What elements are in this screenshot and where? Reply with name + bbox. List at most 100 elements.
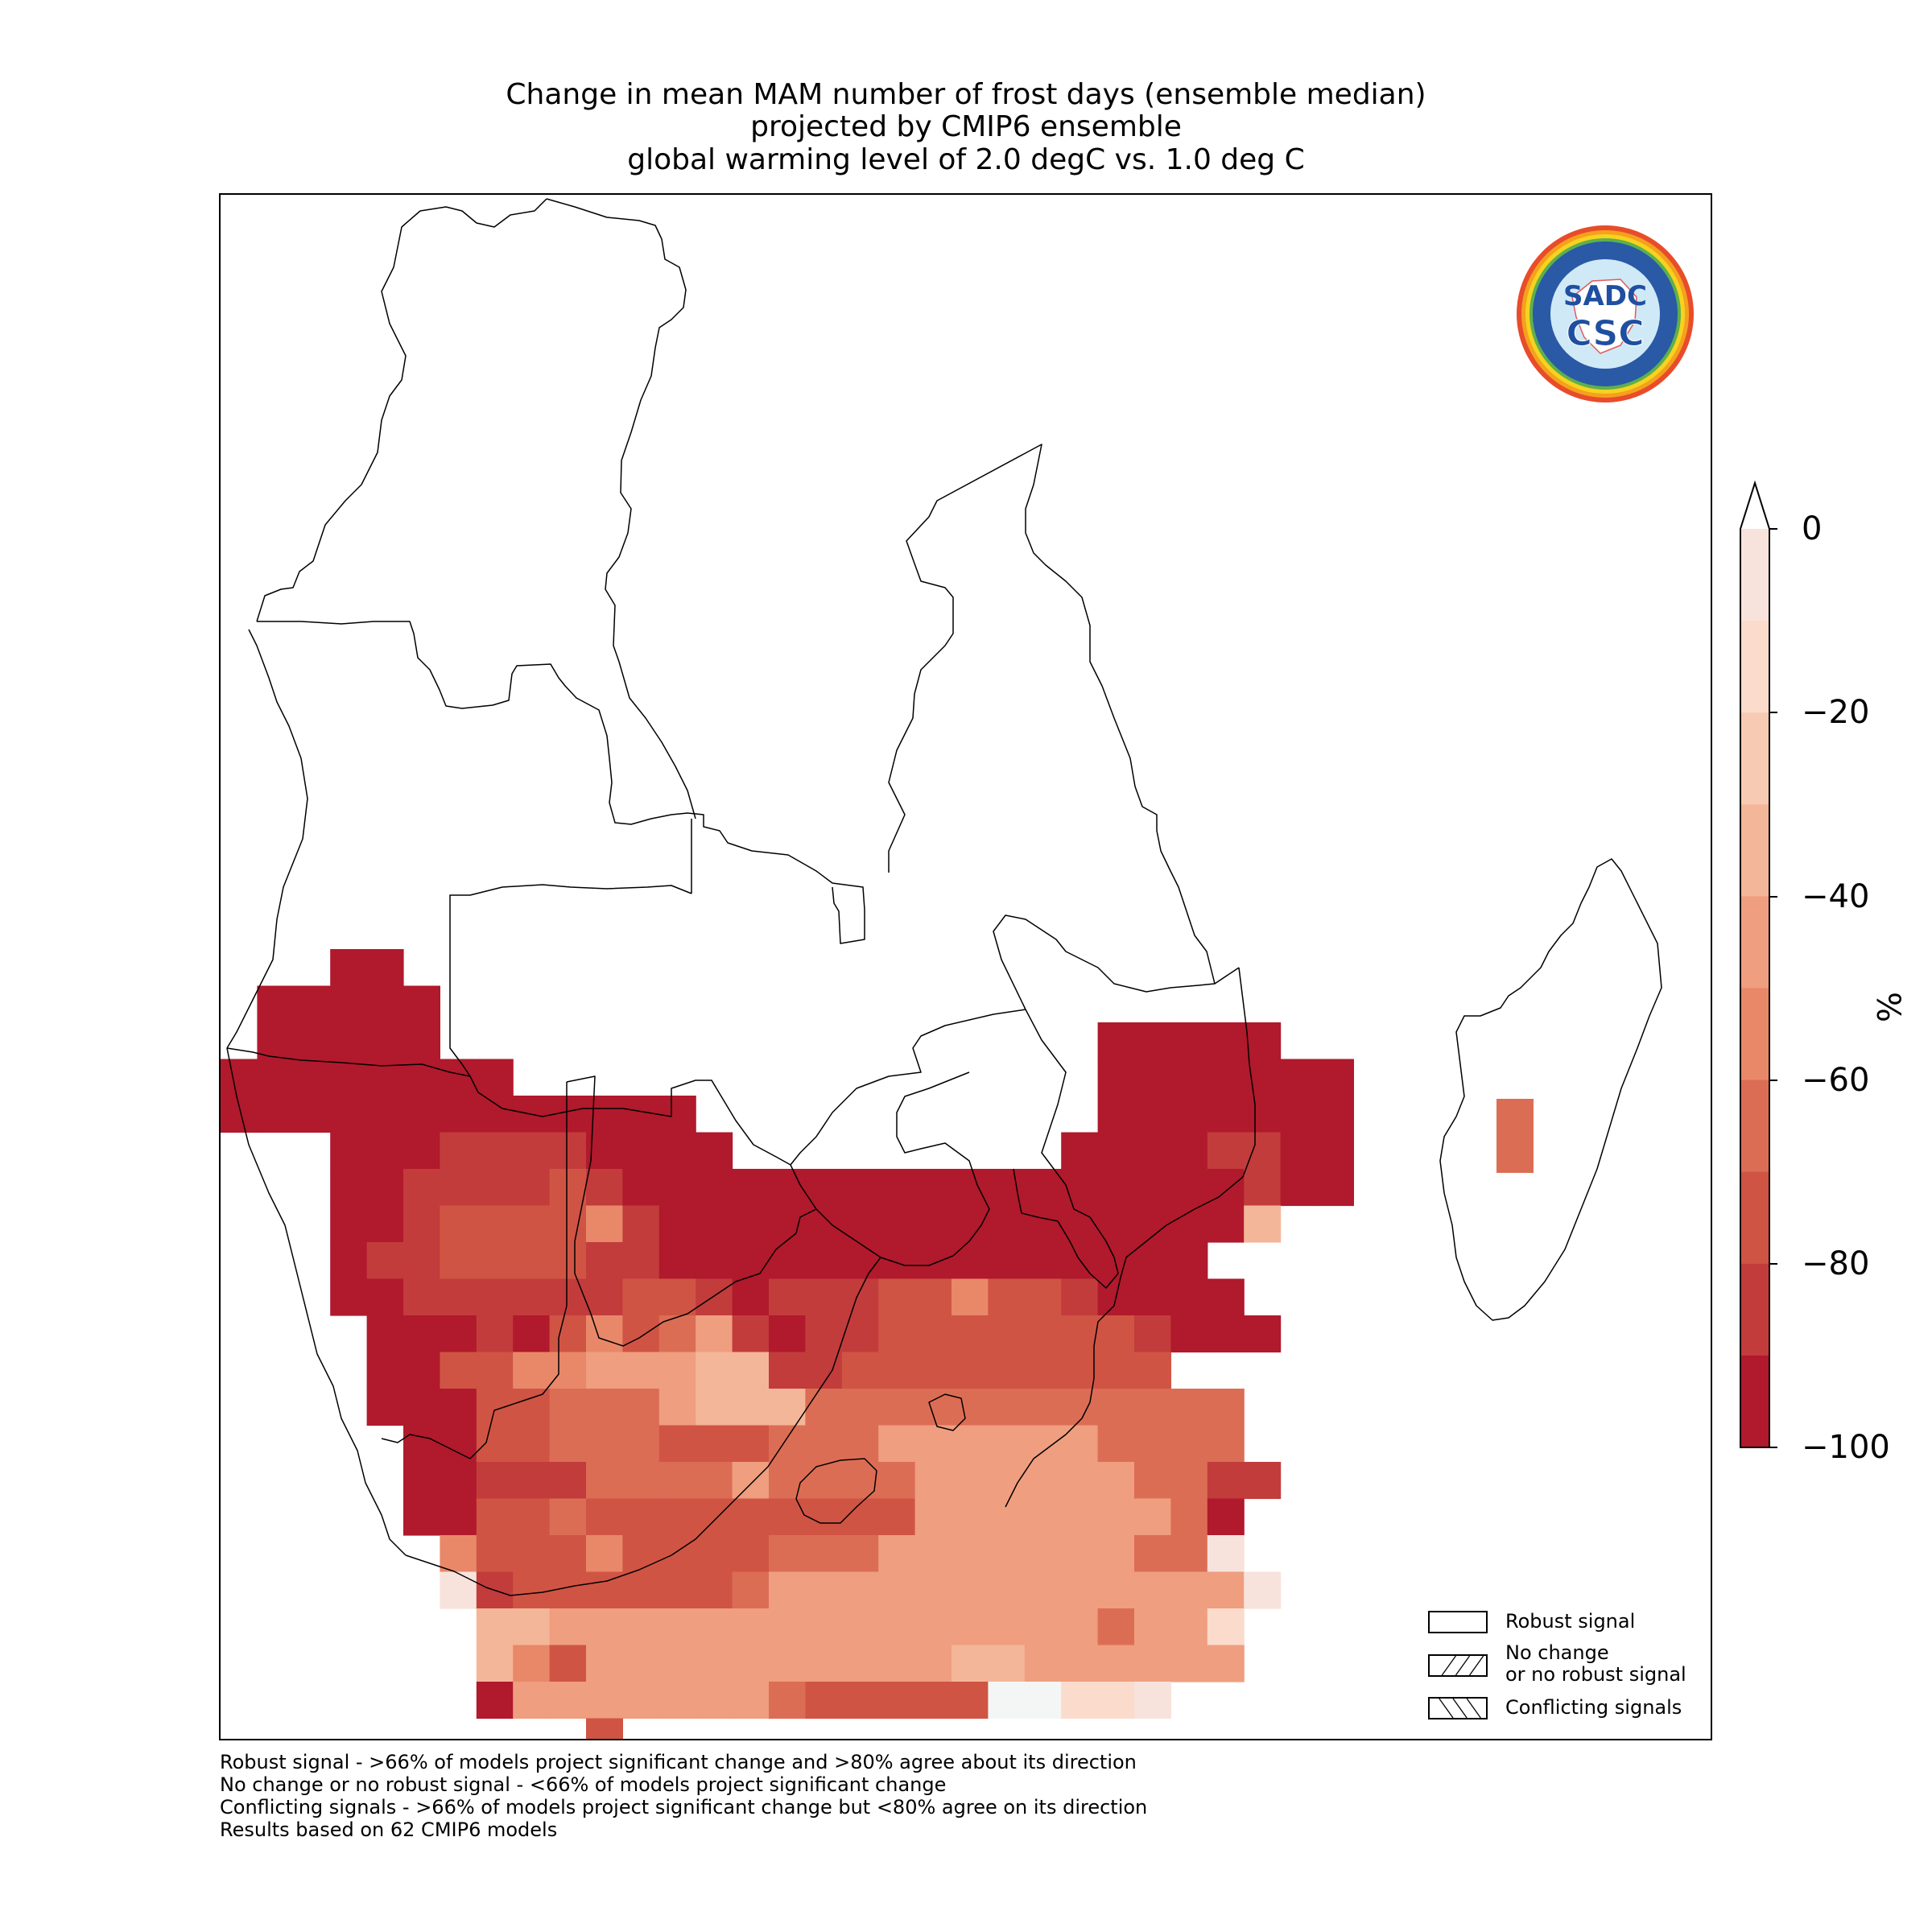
grid-cell: [513, 1425, 551, 1463]
border-madagascar: [1439, 858, 1662, 1321]
grid-cell: [878, 1425, 916, 1463]
grid-cell: [330, 949, 368, 987]
grid-cell: [732, 1682, 770, 1719]
grid-cell: [805, 1571, 843, 1609]
grid-cell: [841, 1498, 879, 1536]
grid-cell: [513, 1169, 551, 1207]
grid-cell: [586, 1096, 623, 1133]
grid-cell: [622, 1462, 660, 1500]
grid-cell: [878, 1535, 916, 1573]
grid-cell: [658, 1425, 696, 1463]
colorbar-swatch: [1740, 621, 1769, 713]
grid-cell: [330, 1278, 368, 1316]
grid-cell: [769, 1645, 806, 1682]
grid-cell: [403, 1278, 440, 1316]
grid-cell: [1024, 1571, 1062, 1609]
grid-cell: [732, 1535, 770, 1573]
grid-cell: [476, 1608, 514, 1646]
grid-cell: [330, 1059, 368, 1096]
grid-cell: [293, 1096, 331, 1133]
border-zimbabwe: [790, 1071, 990, 1266]
grid-cell: [1244, 1022, 1282, 1060]
grid-cell: [952, 1682, 989, 1719]
grid-cell: [732, 1645, 770, 1682]
grid-cell: [403, 1096, 440, 1133]
grid-cell: [586, 1498, 623, 1536]
legend-no-change-swatch: [1428, 1654, 1488, 1677]
map-canvas: [221, 198, 1662, 1739]
grid-cell: [366, 949, 404, 987]
grid-cell: [805, 1425, 843, 1463]
logo-acronym-top: SADC: [1563, 280, 1647, 312]
grid-cell: [513, 1132, 551, 1170]
grid-cell: [696, 1352, 733, 1389]
colorbar-outline: [1740, 480, 1770, 1448]
grid-cell: [622, 1096, 660, 1133]
border-tanzania-south: [993, 914, 1240, 1010]
grid-cell: [1280, 1096, 1318, 1133]
grid-cell: [330, 1205, 368, 1243]
grid-cell: [293, 1022, 331, 1060]
grid-cell: [1207, 1278, 1245, 1316]
grid-cell: [658, 1645, 696, 1682]
grid-cell: [403, 1462, 440, 1500]
grid-cell: [769, 1608, 806, 1646]
grid-cell: [805, 1389, 843, 1426]
colorbar-swatch: [1740, 712, 1769, 805]
grid-cell: [1244, 1096, 1282, 1133]
grid-cell: [1244, 1132, 1282, 1170]
grid-cell: [257, 1059, 295, 1096]
grid-cell: [1207, 1645, 1245, 1682]
colorbar-swatches: [1740, 483, 1769, 1448]
grid-cell: [476, 1462, 514, 1500]
grid-cell: [440, 1205, 477, 1243]
grid-cell: [1134, 1571, 1171, 1609]
grid-cell: [1134, 1425, 1171, 1463]
border-angola-east: [449, 884, 692, 1077]
grid-cell: [988, 1352, 1026, 1389]
grid-cell: [696, 1571, 733, 1609]
colorbar-tick-1: −20: [1802, 694, 1870, 731]
grid-cell: [696, 1608, 733, 1646]
grid-cell: [988, 1645, 1026, 1682]
grid-cell: [841, 1352, 879, 1389]
grid-cell: [586, 1315, 623, 1353]
grid-cell: [549, 1608, 587, 1646]
grid-cell: [914, 1205, 952, 1243]
map-panel: [219, 193, 1712, 1740]
grid-cell: [403, 1205, 440, 1243]
grid-cell: [696, 1132, 733, 1170]
grid-cell: [622, 1645, 660, 1682]
grid-cell: [658, 1242, 696, 1280]
grid-cell: [403, 1352, 440, 1389]
grid-cell: [878, 1242, 916, 1280]
grid-cell: [1097, 1498, 1135, 1536]
grid-cell: [1170, 1608, 1208, 1646]
grid-cell: [952, 1535, 989, 1573]
grid-cell: [513, 1682, 551, 1719]
grid-cell: [1170, 1645, 1208, 1682]
grid-cell: [769, 1278, 806, 1316]
grid-cell: [586, 1278, 623, 1316]
grid-cell: [1280, 1132, 1318, 1170]
grid-cell: [1207, 1205, 1245, 1243]
grid-cell: [878, 1571, 916, 1609]
grid-cell: [586, 1242, 623, 1280]
grid-cell: [1024, 1498, 1062, 1536]
grid-cell: [878, 1608, 916, 1646]
grid-cell: [1170, 1169, 1208, 1207]
grid-cell: [696, 1425, 733, 1463]
footnote-no-change: No change or no robust signal - <66% of …: [220, 1773, 947, 1796]
border-eswatini: [928, 1393, 966, 1431]
grid-cell: [549, 1315, 587, 1353]
change-grid-layer: [221, 949, 1534, 1739]
grid-cell: [257, 1096, 295, 1133]
grid-cell: [476, 1389, 514, 1426]
grid-cell: [952, 1169, 989, 1207]
grid-cell: [476, 1205, 514, 1243]
colorbar-extend-arrow: [1740, 483, 1769, 529]
grid-cell: [1097, 1315, 1135, 1353]
grid-cell: [1244, 1169, 1282, 1207]
grid-cell: [696, 1645, 733, 1682]
border-tanzania: [888, 444, 1216, 985]
